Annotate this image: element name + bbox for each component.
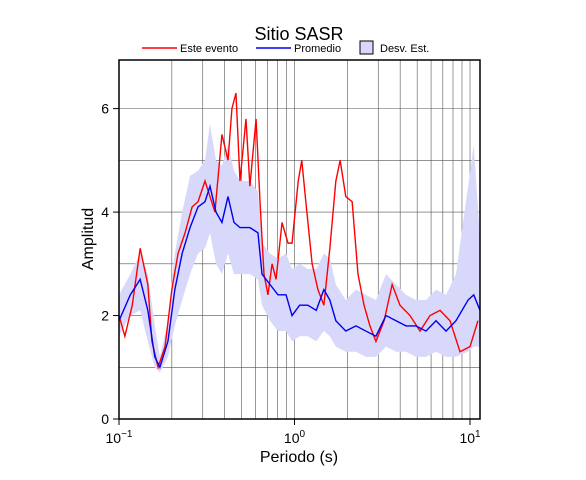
x-tick-base: 10 — [459, 430, 475, 446]
y-tick-label: 2 — [101, 308, 109, 324]
legend-label: Desv. Est. — [380, 43, 429, 55]
legend-label: Promedio — [294, 43, 341, 55]
legend-label: Este evento — [180, 43, 238, 55]
x-axis-label: Periodo (s) — [260, 449, 338, 466]
x-tick-base: 10 — [106, 430, 122, 446]
y-axis-label: Amplitud — [80, 208, 97, 270]
x-tick-base: 10 — [284, 430, 300, 446]
x-tick-label: 100 — [284, 429, 306, 446]
x-tick-exponent: 1 — [475, 429, 481, 440]
legend-swatch — [359, 40, 374, 55]
data — [119, 92, 480, 373]
x-tick-label: 101 — [459, 429, 481, 446]
chart-title: Sitio SASR — [254, 24, 343, 44]
x-tick-exponent: 0 — [300, 429, 306, 440]
series-line — [119, 92, 479, 370]
y-tick-label: 6 — [101, 101, 109, 117]
grid — [118, 60, 480, 420]
x-tick-label: 10−1 — [106, 429, 133, 446]
y-tick-label: 0 — [101, 411, 109, 427]
plot-frame — [118, 59, 481, 420]
x-tick-exponent: −1 — [121, 429, 133, 440]
y-tick-label: 4 — [101, 204, 109, 220]
std-band — [119, 124, 480, 373]
legend: Este evento Promedio Desv. Est. — [142, 40, 429, 55]
series-line — [119, 183, 480, 370]
